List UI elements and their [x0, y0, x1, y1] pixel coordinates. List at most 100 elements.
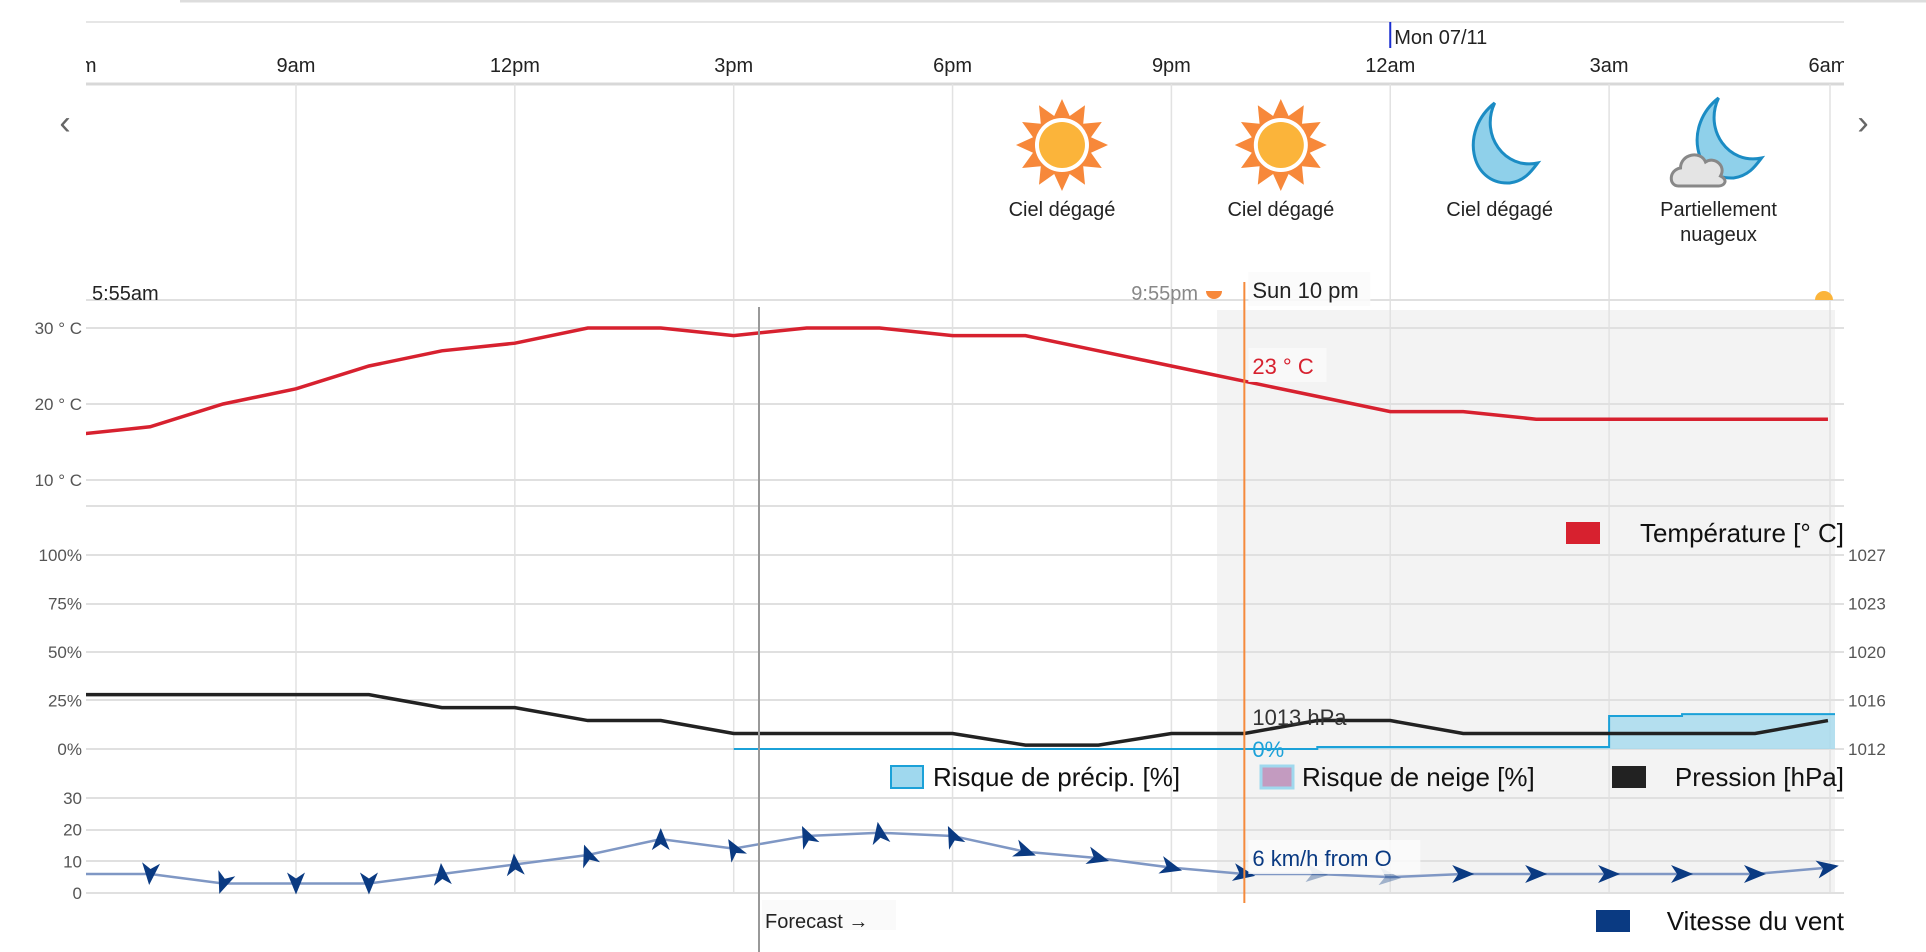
wind-direction-arrow-icon	[728, 839, 747, 863]
wind-direction-arrow-icon	[142, 862, 161, 885]
wind-direction-arrow-icon	[802, 825, 820, 850]
pressure-axis-label: 1023	[1848, 595, 1886, 614]
cursor-precip-label: 0%	[1252, 737, 1284, 762]
temp-axis-label: 10 ° C	[35, 471, 82, 490]
pressure-legend: Pression [hPa]	[1675, 762, 1844, 792]
wind-direction-arrow-icon	[1452, 864, 1475, 883]
condition-sun-icon	[1234, 99, 1327, 191]
wind-direction-arrow-icon	[1744, 864, 1766, 883]
temp-axis-label: 30 ° C	[35, 319, 82, 338]
time-label: 6am	[1808, 55, 1847, 77]
precip-area	[733, 714, 1836, 749]
wind-axis-label: 20	[63, 821, 82, 840]
wind-direction-arrow-icon	[506, 853, 525, 877]
next-button[interactable]: ›	[1848, 103, 1878, 143]
wind-direction-arrow-icon	[1525, 864, 1548, 883]
chevron-left-icon: ‹	[59, 104, 71, 142]
night-shading	[1217, 310, 1835, 894]
precip-legend: Risque de précip. [%]	[933, 762, 1180, 792]
sunset-label: 9:55pm	[1131, 283, 1198, 305]
precip-axis-label: 100%	[39, 546, 82, 565]
precip-legend-swatch	[890, 765, 924, 789]
cursor-temp-label: 23 ° C	[1252, 354, 1313, 379]
temperature-legend: Température [° C]	[1640, 518, 1844, 548]
cloud-shape	[1669, 153, 1727, 188]
cursor-wind-label: 6 km/h from O	[1252, 846, 1391, 871]
condition-label: Ciel dégagé	[1009, 199, 1116, 221]
wind-direction-arrow-icon	[433, 863, 452, 886]
cursor-pressure-label: 1013 hPa	[1252, 705, 1347, 730]
wind-legend: Vitesse du vent	[1667, 906, 1845, 936]
snow-legend: Risque de neige [%]	[1302, 762, 1535, 792]
time-label: 6pm	[933, 55, 972, 77]
prev-button[interactable]: ‹	[50, 103, 80, 143]
condition-moon-icon	[1471, 101, 1542, 185]
cursor-label-bg	[1248, 272, 1371, 306]
date-marker: Mon 07/11	[1394, 27, 1487, 49]
cursor-time-label: Sun 10 pm	[1252, 278, 1358, 303]
sun-disc	[1038, 122, 1085, 168]
temp-label-bg	[1248, 348, 1327, 382]
wind-direction-arrow-icon	[287, 872, 305, 895]
precip-line	[733, 713, 1835, 750]
wind-axis-label: 0	[73, 884, 82, 903]
precip-axis-label: 0%	[57, 740, 82, 759]
wind-direction-arrow-icon	[651, 828, 670, 851]
wind-direction-arrow-icon	[947, 825, 966, 850]
pressure-axis-label: 1016	[1848, 692, 1886, 711]
gridlines	[86, 21, 1844, 894]
sunrise-label: 5:55am	[92, 283, 159, 305]
condition-sun-icon	[1016, 99, 1108, 191]
time-label: 3am	[1590, 55, 1629, 77]
time-label: 3pm	[714, 55, 753, 77]
sunset-icon	[1206, 291, 1222, 299]
wind-direction-arrow-icon	[583, 844, 601, 869]
chart-background	[1217, 310, 1835, 894]
precip-axis-label: 25%	[48, 692, 82, 711]
pressure-axis-label: 1012	[1848, 740, 1886, 759]
sunrise-icon	[1815, 291, 1833, 300]
pressure-legend-swatch	[1612, 766, 1646, 788]
wind-direction-arrow-icon	[359, 872, 378, 895]
pressure-axis-label: 1027	[1848, 546, 1886, 565]
wind-direction-arrow-icon	[1085, 846, 1110, 864]
wind-direction-arrow-icon	[1815, 860, 1839, 879]
condition-label: Partiellement	[1660, 199, 1777, 221]
wind-direction-arrow-icon	[1671, 864, 1694, 883]
wind-legend-swatch	[1596, 910, 1630, 932]
sun-disc	[1257, 122, 1304, 168]
time-label: 12am	[1365, 55, 1415, 77]
wind-direction-arrow-icon	[872, 821, 891, 846]
condition-label: Ciel dégagé	[1446, 199, 1553, 221]
temperature-chart: 30 ° C 20 ° C 10 ° C	[35, 319, 1829, 490]
forecast-label-bg	[762, 900, 896, 930]
condition-moon-cloud-icon	[1669, 96, 1766, 188]
moon-shape	[1471, 101, 1542, 185]
cursor-overlay: Forecast → Sun 10 pm 23 ° C 1013 hPa 0% 6 km/…	[758, 272, 1421, 952]
chevron-right-icon: ›	[1857, 104, 1869, 142]
wind-label-bg	[1248, 840, 1421, 874]
temperature-legend-swatch	[1566, 522, 1600, 544]
temp-axis-label: 20 ° C	[35, 395, 82, 414]
wind-axis-label: 10	[63, 852, 82, 871]
time-header: Mon 07/11 6am 9am 12pm 3pm 6pm 9pm 12am 3am 6am	[86, 27, 1847, 77]
precip-axis-label: 50%	[48, 643, 82, 662]
wind-direction-arrow-icon	[1158, 856, 1183, 874]
forecast-label: Forecast →	[765, 911, 868, 933]
conditions-row: Ciel dégagé Ciel dégagé Ciel dégagé Partiel…	[92, 96, 1833, 305]
time-label: 12pm	[490, 55, 540, 77]
snow-legend-swatch	[1259, 764, 1295, 790]
wind-direction-arrow-icon	[1598, 864, 1621, 883]
precipitation-pressure-chart: 100% 75% 50% 25% 0% 1027 1023 1020 1016 1012	[39, 546, 1886, 759]
temp-series	[86, 326, 1829, 436]
legends: Température [° C] Risque de précip. [%] Ri…	[890, 518, 1845, 936]
condition-label: Ciel dégagé	[1227, 199, 1334, 221]
pressure-line	[86, 692, 1829, 747]
precip-axis-label: 75%	[48, 595, 82, 614]
wind-direction-arrow-icon	[218, 870, 236, 894]
wind-axis-label: 30	[63, 789, 82, 808]
pressure-series	[86, 692, 1829, 747]
wind-direction-arrow-icon	[1012, 839, 1036, 857]
condition-label: nuageux	[1680, 224, 1757, 246]
